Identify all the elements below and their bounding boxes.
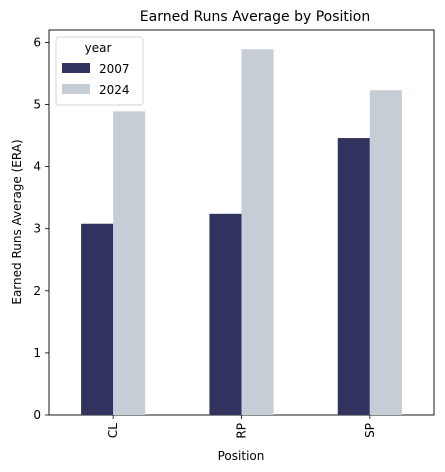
y-tick-label: 2 [33,284,41,298]
bar-cl-2024 [113,111,146,415]
chart-title: Earned Runs Average by Position [140,9,370,25]
y-axis-label: Earned Runs Average (ERA) [10,139,24,304]
legend-items: 2007 2024 [62,62,130,97]
bar-cl-2007 [81,223,114,415]
x-tick-label-rp: RP [235,423,249,439]
y-tick-label: 4 [33,160,41,174]
bars [81,49,402,415]
legend-label-2024: 2024 [99,83,130,97]
legend-swatch-2024 [62,84,90,94]
bar-rp-2024 [241,49,274,415]
y-tick-label: 1 [33,346,41,360]
x-tick-label-cl: CL [106,423,120,438]
legend-title: year [85,41,112,55]
legend-label-2007: 2007 [99,62,130,76]
bar-sp-2024 [369,90,402,415]
y-tick-label: 5 [33,98,41,112]
y-axis: 0 1 2 3 4 5 6 [33,35,49,422]
x-axis: CL RP SP [106,415,377,439]
bar-sp-2007 [337,138,370,415]
y-tick-label: 6 [33,35,41,49]
y-tick-label: 0 [33,408,41,422]
y-tick-label: 3 [33,222,41,236]
legend[interactable]: year 2007 2024 [55,36,144,106]
x-axis-label: Position [218,449,265,463]
x-tick-label-sp: SP [363,423,377,438]
legend-swatch-2007 [62,63,90,73]
bar-rp-2007 [209,213,242,415]
